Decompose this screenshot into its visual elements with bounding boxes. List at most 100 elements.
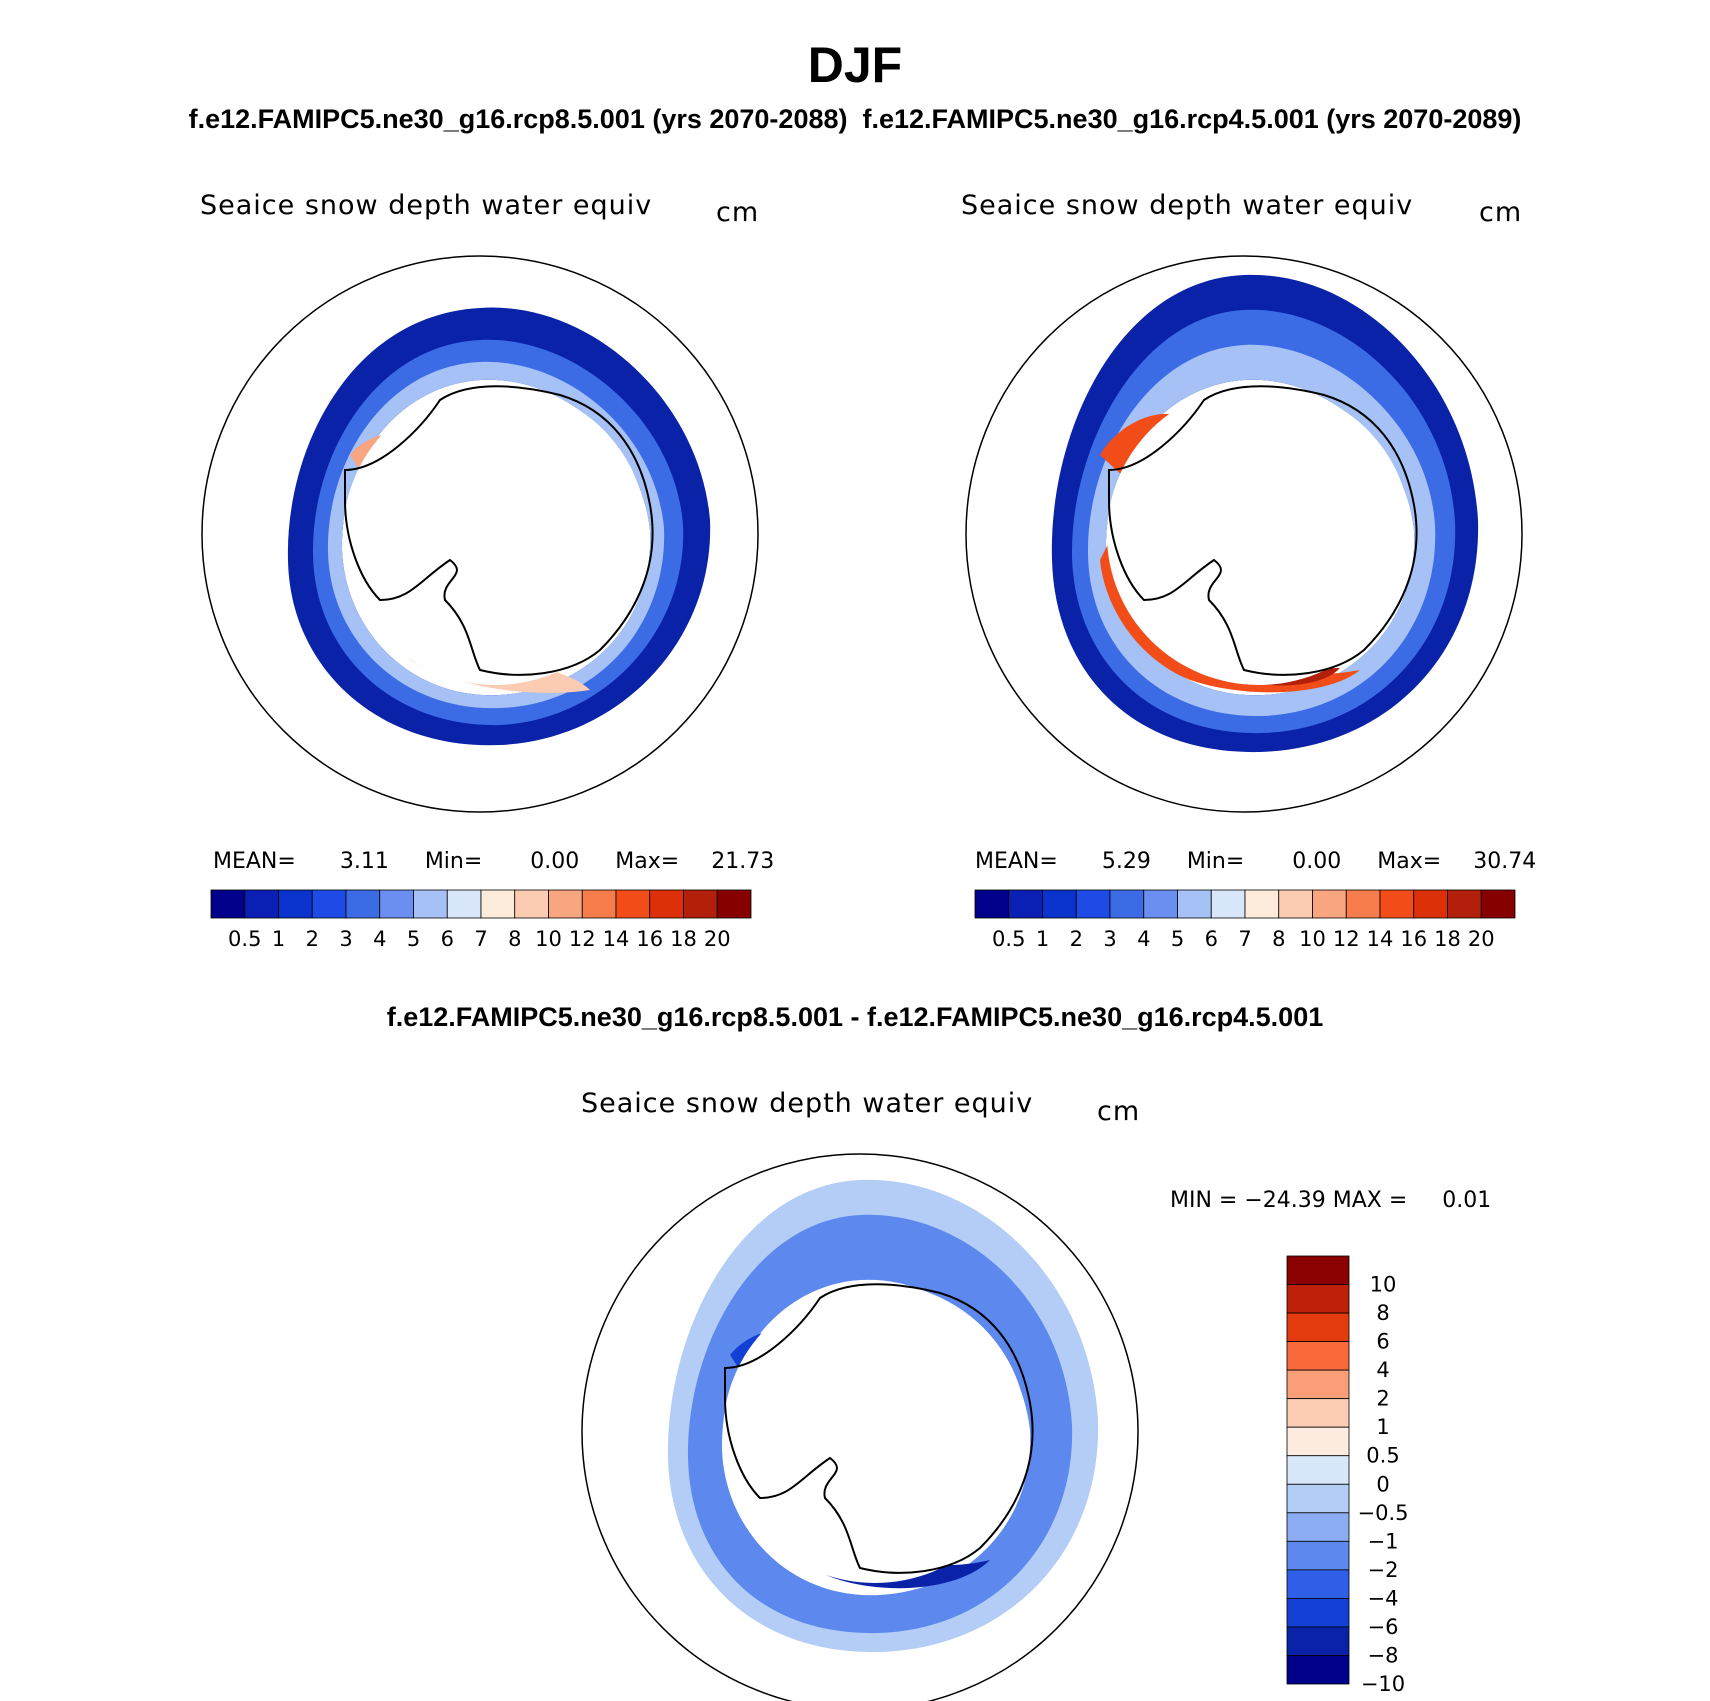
colorbar-swatch-10 [1286,1540,1350,1571]
colorbar-tick-label: 20 [1468,927,1495,951]
colorbar-tick-label: 4 [1137,927,1150,951]
colorbar-swatch-15 [716,889,752,919]
diff-variable-title: Seaice snow depth water equiv [581,1088,1034,1119]
colorbar-tick-label: 14 [603,927,630,951]
colorbar-swatch-1 [244,889,279,919]
colorbar-swatch-12 [1286,1598,1350,1628]
colorbar-swatch-3 [1075,889,1111,919]
colorbar-swatch-13 [1286,1626,1350,1656]
colorbar-tick-label: 1 [1036,927,1049,951]
panel2-max-label: Max= [1377,849,1442,874]
case-pair-subtitle: f.e12.FAMIPC5.ne30_g16.rcp8.5.001 (yrs 2… [0,104,1710,135]
colorbar-swatch-9 [1286,1512,1350,1542]
colorbar-tick-label: 2 [1070,927,1083,951]
colorbar-swatch-7 [1286,1455,1350,1485]
colorbar-swatch-6 [1177,889,1212,919]
colorbar-tick-label: 6 [1376,1330,1389,1354]
colorbar-tick-label: 8 [1272,927,1285,951]
colorbar-swatch-2 [1042,889,1077,919]
diff-colorbar: 10 8 6 4 2 1 0.5 0 −0.5 −1 −2 −4 −6 −8 −10 [1286,1255,1409,1696]
panel2-variable-title: Seaice snow depth water equiv [961,190,1414,221]
colorbar-tick-label: 7 [1238,927,1251,951]
colorbar-tick-label: 7 [474,927,487,951]
panel1-units: cm [716,197,760,228]
panel2-continent [1107,385,1411,685]
colorbar-tick-label: 5 [407,927,420,951]
panel1-mean-label: MEAN= [213,849,296,874]
colorbar-tick-label: 0.5 [228,927,261,951]
colorbar-tick-label: −0.5 [1358,1501,1409,1525]
panel1-map [201,255,759,813]
colorbar-tick-label: 10 [1370,1273,1397,1297]
panel1-max-value: 21.73 [711,849,775,874]
colorbar-tick-label: 5 [1171,927,1184,951]
colorbar-swatch-0 [1286,1255,1350,1285]
colorbar-tick-label: −10 [1361,1672,1405,1696]
panel2-colorbar: 0.5 1 2 3 4 5 6 7 8 10 12 14 16 18 20 [974,889,1516,951]
panel1-continent [343,385,647,685]
colorbar-tick-label: −6 [1368,1615,1399,1639]
panel2-map [965,255,1523,813]
colorbar-swatch-7 [446,889,482,919]
panel2-mean-label: MEAN= [975,849,1058,874]
colorbar-swatch-11 [1286,1569,1350,1599]
colorbar-swatch-5 [379,889,414,919]
colorbar-swatch-14 [1286,1655,1350,1685]
panel2-max-value: 30.74 [1473,849,1537,874]
colorbar-tick-label: 16 [636,927,663,951]
colorbar-tick-label: 10 [1299,927,1326,951]
colorbar-tick-label: 12 [569,927,596,951]
colorbar-swatch-11 [581,889,617,919]
panel2-mean-value: 5.29 [1101,849,1151,874]
colorbar-swatch-10 [1312,889,1347,919]
colorbar-tick-label: 0.5 [1366,1444,1399,1468]
colorbar-swatch-9 [514,889,549,919]
colorbar-swatch-13 [1413,889,1448,919]
colorbar-tick-label: 8 [508,927,521,951]
colorbar-swatch-11 [1345,889,1381,919]
diff-ring-mid [687,1214,1073,1634]
panel2-min-value: 0.00 [1292,849,1342,874]
panel2-map-border [965,255,1523,813]
colorbar-swatch-14 [1447,889,1482,919]
colorbar-swatch-4 [345,889,381,919]
colorbar-tick-label: 10 [535,927,562,951]
panel2-stats: MEAN= 5.29 Min= 0.00 Max= 30.74 [975,849,1536,874]
panel1-min-value: 0.00 [530,849,580,874]
colorbar-tick-label: 1 [272,927,285,951]
colorbar-tick-label: 4 [1376,1358,1389,1382]
colorbar-swatch-3 [311,889,347,919]
diff-continent [723,1283,1027,1583]
colorbar-tick-label: 2 [1376,1387,1389,1411]
colorbar-swatch-0 [210,889,246,919]
colorbar-swatch-8 [1286,1483,1350,1514]
colorbar-tick-label: 18 [1434,927,1461,951]
colorbar-swatch-8 [1244,889,1280,919]
colorbar-tick-label: −1 [1368,1529,1399,1553]
diff-units: cm [1097,1096,1141,1127]
colorbar-swatch-4 [1109,889,1145,919]
page-title: DJF [807,37,903,93]
panel1-colorbar: 0.5 1 2 3 4 5 6 7 8 10 12 14 16 18 20 [210,889,752,951]
colorbar-swatch-9 [1278,889,1313,919]
colorbar-tick-label: 8 [1376,1301,1389,1325]
colorbar-swatch-8 [480,889,516,919]
colorbar-tick-label: −4 [1368,1586,1399,1610]
colorbar-swatch-4 [1286,1369,1350,1400]
panel2-units: cm [1479,197,1523,228]
difference-title: f.e12.FAMIPC5.ne30_g16.rcp8.5.001 - f.e1… [386,1002,1324,1032]
colorbar-tick-label: 6 [441,927,454,951]
colorbar-tick-label: 18 [670,927,697,951]
colorbar-swatch-15 [1480,889,1516,919]
diff-minmax: MIN = −24.39 MAX = 0.01 [1170,1188,1492,1213]
colorbar-tick-label: 0 [1376,1472,1389,1496]
colorbar-tick-label: 16 [1400,927,1427,951]
colorbar-tick-label: 14 [1367,927,1394,951]
panel1-coastline [344,385,654,676]
colorbar-tick-label: 12 [1333,927,1360,951]
panel2-min-label: Min= [1186,849,1245,874]
colorbar-swatch-3 [1286,1341,1350,1371]
colorbar-tick-label: 4 [373,927,386,951]
colorbar-tick-label: 0.5 [992,927,1025,951]
